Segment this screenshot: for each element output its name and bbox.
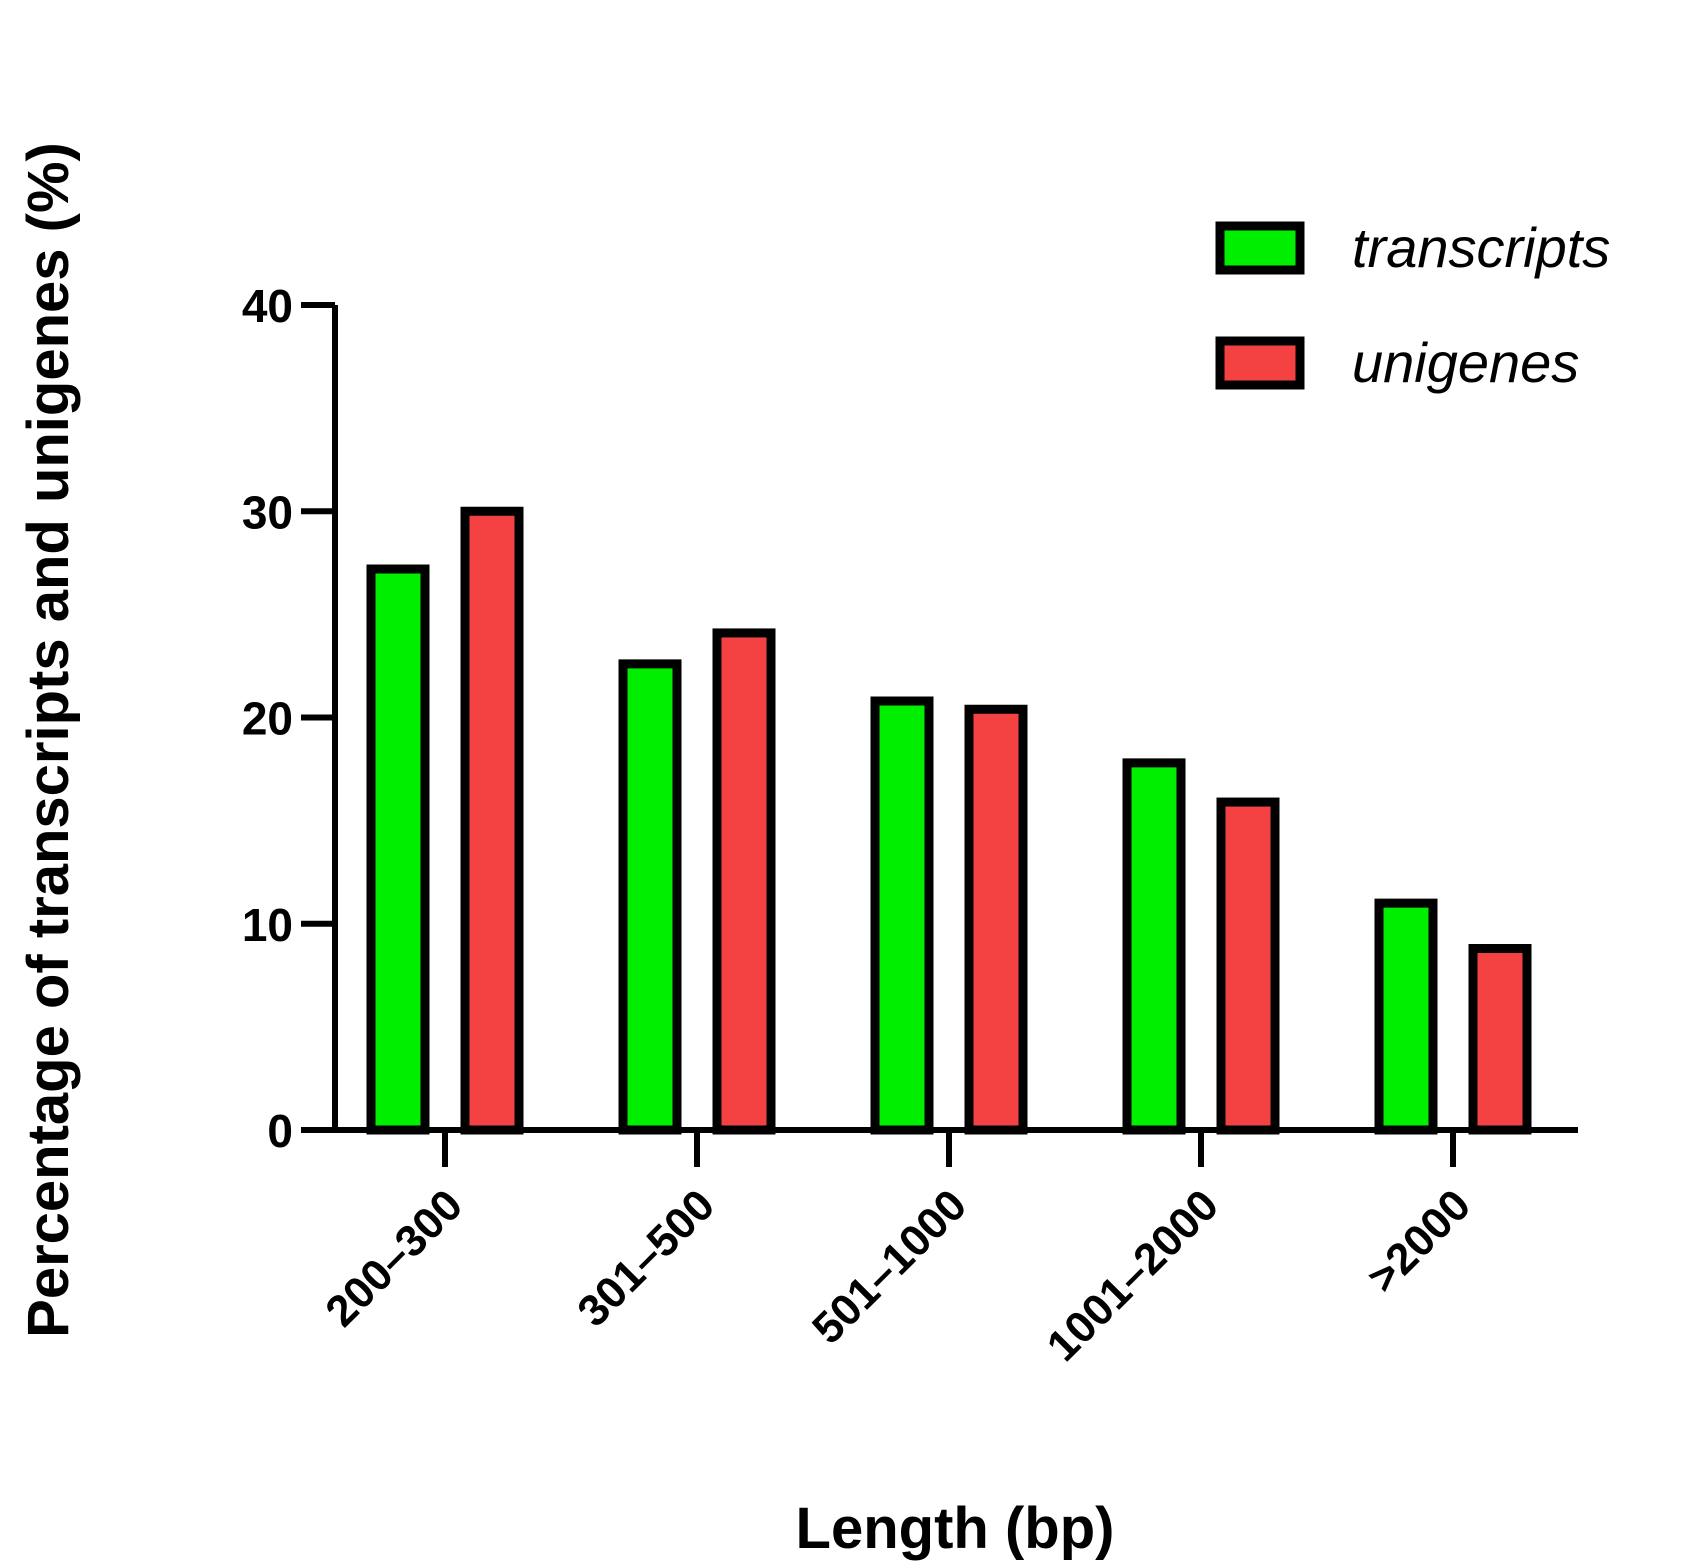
y-tick-label-20: 20 <box>242 693 293 745</box>
bar-transcripts-1 <box>618 659 682 1135</box>
bars-layer <box>366 506 1532 1135</box>
y-tick-label-40: 40 <box>242 280 293 332</box>
y-axis-title: Percentage of transcripts and unigenes (… <box>16 142 81 1338</box>
bar-unigenes-0 <box>460 506 524 1135</box>
x-tick-label-2: 501–1000 <box>803 1180 976 1353</box>
bar-unigenes-4 <box>1468 944 1532 1135</box>
y-tick-label-10: 10 <box>242 899 293 951</box>
legend: transcripts unigenes <box>1215 216 1610 394</box>
x-tick-label-4: >2000 <box>1358 1180 1480 1302</box>
bar-unigenes-2 <box>964 704 1028 1135</box>
legend-label-transcripts: transcripts <box>1352 216 1610 279</box>
x-axis-title: Length (bp) <box>796 1496 1115 1561</box>
bar-transcripts-3 <box>1122 758 1186 1135</box>
x-tick-label-0: 200–300 <box>316 1180 472 1336</box>
bar-transcripts-2 <box>870 696 934 1135</box>
legend-label-unigenes: unigenes <box>1352 331 1579 394</box>
bar-transcripts-0 <box>366 564 430 1135</box>
bar-unigenes-1 <box>712 628 776 1135</box>
bar-transcripts-4 <box>1374 898 1438 1135</box>
legend-swatch-unigenes <box>1215 336 1305 390</box>
y-tick-label-30: 30 <box>242 486 293 538</box>
legend-swatch-transcripts <box>1215 221 1305 275</box>
x-tick-label-1: 301–500 <box>568 1180 724 1336</box>
x-tick-label-3: 1001–2000 <box>1038 1180 1228 1370</box>
y-tick-label-0: 0 <box>267 1105 293 1157</box>
bar-unigenes-3 <box>1216 797 1280 1135</box>
